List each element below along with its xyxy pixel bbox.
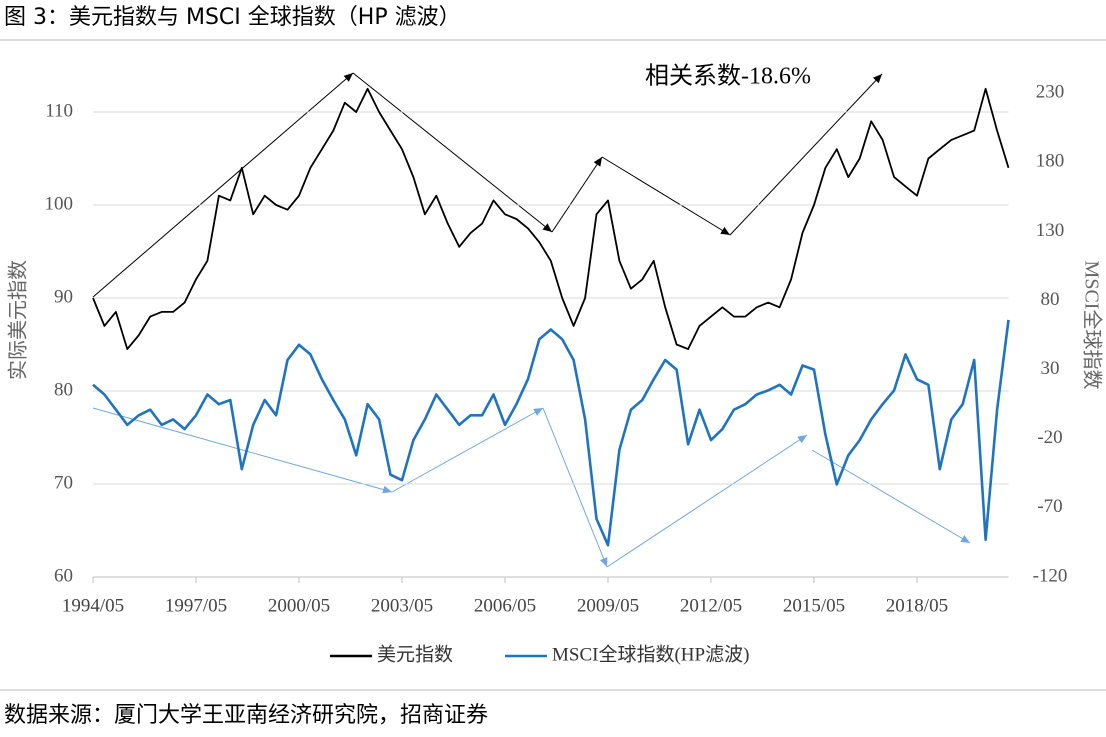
legend-label: MSCI全球指数(HP滤波) [552,643,749,665]
x-tick-label: 2012/05 [680,595,742,616]
y-tick-label: 100 [45,193,74,214]
series-line [92,319,1010,547]
y-tick-label: 70 [54,472,73,493]
y-tick-label: 60 [54,565,73,586]
x-tick-label: 2006/05 [474,595,536,616]
x-tick-label: 2003/05 [371,595,433,616]
y2-tick-label: -20 [1037,427,1062,448]
x-tick-label: 2018/05 [886,595,948,616]
x-tick-label: 1994/05 [62,595,124,616]
y2-tick-label: -70 [1037,496,1062,517]
y2-tick-label: 230 [1036,82,1065,103]
x-tick-label: 2009/05 [577,595,639,616]
y2-tick-label: 180 [1036,151,1065,172]
y2-tick-label: 80 [1041,289,1060,310]
figure-title: 图 3：美元指数与 MSCI 全球指数（HP 滤波） [4,5,461,30]
series-line [92,87,1010,350]
y-tick-label: 80 [54,379,73,400]
x-tick-label: 2015/05 [783,595,845,616]
source: 数据来源：厦门大学王亚南经济研究院，招商证券 [4,703,488,728]
trend-arrows-blue [92,407,971,568]
trend-arrows [92,72,883,298]
y2-tick-label: -120 [1033,565,1068,586]
legend-label: 美元指数 [377,643,453,665]
y2-tick-label: 130 [1036,220,1065,241]
y-tick-label: 90 [54,286,73,307]
y2-tick-label: 30 [1041,358,1060,379]
y-tick-label: 110 [45,100,73,121]
x-tick-label: 1997/05 [165,595,227,616]
y-axis-title: 实际美元指数 [7,260,30,380]
x-tick-label: 2000/05 [268,595,330,616]
annotation: 相关系数-18.6% [645,63,811,90]
y2-axis-title: MSCI全球指数 [1080,261,1103,390]
